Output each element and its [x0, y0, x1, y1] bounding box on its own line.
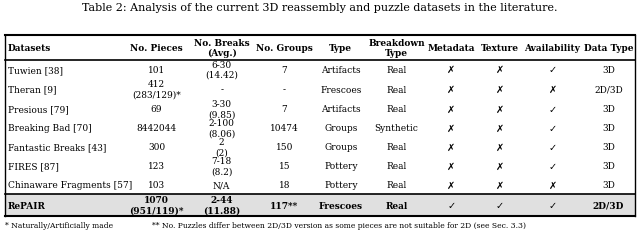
- Text: ** No. Puzzles differ between 2D/3D version as some pieces are not suitable for : ** No. Puzzles differ between 2D/3D vers…: [152, 222, 526, 229]
- Text: -: -: [220, 85, 223, 94]
- Text: No. Pieces: No. Pieces: [130, 44, 183, 53]
- Text: Chinaware Fragments [57]: Chinaware Fragments [57]: [8, 181, 132, 189]
- Bar: [5, 195, 635, 216]
- Text: ✗: ✗: [496, 180, 504, 190]
- Text: 3D: 3D: [602, 105, 615, 114]
- Text: 3D: 3D: [602, 66, 615, 74]
- Text: 8442044: 8442044: [136, 124, 177, 133]
- Text: Breaking Bad [70]: Breaking Bad [70]: [8, 124, 92, 133]
- Text: Real: Real: [387, 181, 406, 189]
- Text: 103: 103: [148, 181, 165, 189]
- Text: ✗: ✗: [447, 180, 455, 190]
- Text: Type: Type: [330, 44, 353, 53]
- Text: 2
(2): 2 (2): [215, 137, 228, 157]
- Text: Data Type: Data Type: [584, 44, 633, 53]
- Text: Metadata: Metadata: [428, 44, 475, 53]
- Text: 117**: 117**: [270, 201, 298, 210]
- Text: Groups: Groups: [324, 143, 358, 152]
- Text: Fantastic Breaks [43]: Fantastic Breaks [43]: [8, 143, 106, 152]
- Text: 6-30
(14.42): 6-30 (14.42): [205, 60, 238, 80]
- Text: 3D: 3D: [602, 143, 615, 152]
- Text: Artifacts: Artifacts: [321, 105, 361, 114]
- Text: ✗: ✗: [447, 123, 455, 133]
- Text: Artifacts: Artifacts: [321, 66, 361, 74]
- Text: 7-18
(8.2): 7-18 (8.2): [211, 156, 232, 176]
- Text: Real: Real: [387, 105, 406, 114]
- Text: 15: 15: [278, 162, 290, 170]
- Text: 150: 150: [276, 143, 293, 152]
- Text: ✗: ✗: [447, 104, 455, 114]
- Text: Pottery: Pottery: [324, 162, 358, 170]
- Text: FIRES [87]: FIRES [87]: [8, 162, 58, 170]
- Text: 18: 18: [278, 181, 290, 189]
- Text: Breakdown
Type: Breakdown Type: [368, 39, 425, 58]
- Text: Datasets: Datasets: [8, 44, 51, 53]
- Text: Availability: Availability: [525, 44, 580, 53]
- Text: ✓: ✓: [548, 104, 557, 114]
- Text: 10474: 10474: [270, 124, 299, 133]
- Text: Theran [9]: Theran [9]: [8, 85, 56, 94]
- Text: Synthetic: Synthetic: [374, 124, 419, 133]
- Text: 3D: 3D: [602, 124, 615, 133]
- Text: * Naturally/Artificially made: * Naturally/Artificially made: [5, 222, 113, 229]
- Text: ✗: ✗: [496, 104, 504, 114]
- Text: 3D: 3D: [602, 181, 615, 189]
- Text: 7: 7: [282, 66, 287, 74]
- Text: ✗: ✗: [447, 85, 455, 95]
- Text: N/A: N/A: [213, 181, 230, 189]
- Text: 1070
(951/119)*: 1070 (951/119)*: [129, 195, 184, 215]
- Text: Tuwien [38]: Tuwien [38]: [8, 66, 63, 74]
- Text: ✓: ✓: [548, 161, 557, 171]
- Text: ✓: ✓: [548, 65, 557, 75]
- Text: Pottery: Pottery: [324, 181, 358, 189]
- Text: 101: 101: [148, 66, 165, 74]
- Text: ✓: ✓: [496, 200, 504, 210]
- Text: Real: Real: [387, 85, 406, 94]
- Text: ✗: ✗: [548, 180, 557, 190]
- Text: 300: 300: [148, 143, 165, 152]
- Text: Groups: Groups: [324, 124, 358, 133]
- Text: 2D/3D: 2D/3D: [594, 85, 623, 94]
- Text: Texture: Texture: [481, 44, 519, 53]
- Text: No. Groups: No. Groups: [256, 44, 313, 53]
- Text: ✗: ✗: [447, 142, 455, 152]
- Text: ✗: ✗: [447, 65, 455, 75]
- Text: ✗: ✗: [548, 85, 557, 95]
- Text: Table 2: Analysis of the current 3D reassembly and puzzle datasets in the litera: Table 2: Analysis of the current 3D reas…: [83, 3, 557, 13]
- Text: -: -: [283, 85, 286, 94]
- Text: ✗: ✗: [496, 142, 504, 152]
- Text: Real: Real: [385, 201, 408, 210]
- Text: 412
(283/129)*: 412 (283/129)*: [132, 80, 181, 99]
- Text: 7: 7: [282, 105, 287, 114]
- Text: Real: Real: [387, 162, 406, 170]
- Text: ✗: ✗: [496, 85, 504, 95]
- Text: ✓: ✓: [548, 200, 557, 210]
- Text: Real: Real: [387, 143, 406, 152]
- Text: ✗: ✗: [496, 123, 504, 133]
- Text: 2-100
(8.06): 2-100 (8.06): [208, 119, 236, 138]
- Text: RePAIR: RePAIR: [8, 201, 45, 210]
- Text: ✓: ✓: [548, 142, 557, 152]
- Text: 69: 69: [151, 105, 163, 114]
- Text: Real: Real: [387, 66, 406, 74]
- Text: 3D: 3D: [602, 162, 615, 170]
- Text: 3-30
(9.85): 3-30 (9.85): [208, 100, 236, 119]
- Text: ✗: ✗: [447, 161, 455, 171]
- Text: ✓: ✓: [548, 123, 557, 133]
- Text: 2D/3D: 2D/3D: [593, 201, 624, 210]
- Text: ✓: ✓: [447, 200, 455, 210]
- Text: 2-44
(11.88): 2-44 (11.88): [203, 195, 240, 215]
- Text: Frescoes: Frescoes: [319, 201, 363, 210]
- Text: 123: 123: [148, 162, 165, 170]
- Text: Frescoes: Frescoes: [320, 85, 362, 94]
- Text: No. Breaks
(Avg.): No. Breaks (Avg.): [194, 38, 250, 58]
- Text: ✗: ✗: [496, 161, 504, 171]
- Text: Presious [79]: Presious [79]: [8, 105, 68, 114]
- Text: ✗: ✗: [496, 65, 504, 75]
